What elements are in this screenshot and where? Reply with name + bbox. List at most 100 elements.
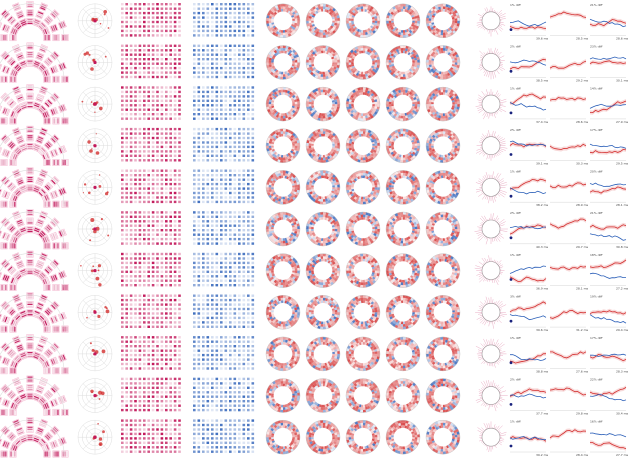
heatmap-cell xyxy=(229,62,232,65)
tile-band xyxy=(44,60,50,66)
heatmap-cell xyxy=(242,200,246,204)
ring-segment xyxy=(440,157,443,161)
heatmap-cell xyxy=(178,44,181,47)
burst-ray xyxy=(488,130,490,137)
tile-band xyxy=(27,185,33,187)
ring-segment xyxy=(269,66,273,70)
heatmap-cell xyxy=(220,150,223,153)
ring-segment xyxy=(330,13,334,17)
heatmap-cell xyxy=(220,141,223,144)
tile-band xyxy=(34,61,40,65)
ring-segment xyxy=(297,187,300,191)
ring-segment xyxy=(457,104,460,107)
heatmap-cell xyxy=(202,191,205,195)
spectrogram-tile xyxy=(13,63,23,73)
heatmap-cell xyxy=(121,200,124,204)
tile-band xyxy=(66,159,68,166)
ring-segment xyxy=(386,62,389,66)
ring-segment xyxy=(358,32,361,35)
heatmap-cell xyxy=(242,44,246,47)
heatmap-cell xyxy=(224,53,228,56)
burst-ray xyxy=(488,174,490,179)
heatmap-cell xyxy=(156,150,159,153)
ring-segment xyxy=(426,142,429,146)
tile-band xyxy=(27,93,33,95)
heatmap-cell xyxy=(134,127,137,131)
ring-segment xyxy=(455,25,459,30)
heatmap-cell xyxy=(156,200,159,204)
heatmap-cell xyxy=(151,3,155,6)
heatmap-cell xyxy=(143,132,146,135)
heatmap-cell xyxy=(211,196,214,199)
heatmap-cell xyxy=(247,200,250,204)
heatmap-cell xyxy=(197,62,201,65)
ring-segment xyxy=(408,8,413,12)
spectrogram-tile xyxy=(57,61,67,72)
ring-segment xyxy=(269,55,273,59)
ring-segment xyxy=(284,9,288,12)
heatmap-cell xyxy=(143,44,146,47)
heatmap-cell xyxy=(206,108,210,111)
heatmap-cell xyxy=(134,174,137,177)
ring-segment xyxy=(360,199,363,202)
heatmap-cell xyxy=(197,191,201,195)
heatmap-cell xyxy=(193,132,196,135)
ring-segment xyxy=(452,18,455,21)
ring-segment xyxy=(407,7,411,11)
tile-band xyxy=(66,76,68,82)
ring-segment xyxy=(390,30,394,34)
tile-band xyxy=(58,64,63,70)
ring-segment xyxy=(374,184,378,188)
ring-segment xyxy=(437,28,440,32)
tile-band xyxy=(14,243,16,249)
ring-segment xyxy=(388,28,392,32)
ring-segment xyxy=(452,11,456,15)
tile-band xyxy=(36,14,42,19)
ring-segment xyxy=(365,6,368,10)
heatmap-cell xyxy=(229,86,232,89)
burst-ray xyxy=(499,23,506,26)
tile-band xyxy=(54,24,58,31)
ring-segment xyxy=(346,59,349,63)
heatmap-cell xyxy=(206,34,210,37)
heatmap-cell xyxy=(224,58,228,61)
ring-segment xyxy=(447,28,451,32)
heatmap-cell xyxy=(229,150,232,153)
ring-segment xyxy=(456,15,460,19)
heatmap-cell xyxy=(160,25,164,28)
polar-spoke xyxy=(94,62,108,75)
heatmap-cell xyxy=(229,34,232,37)
ring-segment xyxy=(308,104,312,107)
tile-frame xyxy=(6,56,17,67)
tile-band xyxy=(34,19,40,23)
ring-panel xyxy=(425,3,461,39)
ring-segment xyxy=(308,20,312,24)
heatmap-cell xyxy=(251,58,255,61)
heatmap-cell xyxy=(251,182,255,186)
heatmap-cell xyxy=(211,34,214,37)
polar-point xyxy=(99,22,102,25)
heatmap-cell xyxy=(165,20,168,24)
heatmap-cell xyxy=(156,16,159,19)
ring-segment xyxy=(285,76,289,80)
heatmap-cell xyxy=(206,75,210,79)
ring-segment xyxy=(307,25,311,30)
ring-segment xyxy=(428,145,432,149)
plot-xlabel: 27.9 ms xyxy=(616,120,629,124)
heatmap-cell xyxy=(215,29,219,33)
heatmap-cell xyxy=(178,178,181,181)
ring-segment xyxy=(288,8,293,12)
ring-segment xyxy=(336,23,340,27)
heatmap-cell xyxy=(233,169,237,172)
ring-segment xyxy=(357,4,361,8)
ring-segment xyxy=(327,31,331,35)
ring-segment xyxy=(288,71,293,75)
ring-segment xyxy=(431,22,435,25)
ring-segment xyxy=(355,7,359,11)
ring-panel xyxy=(305,128,341,163)
ring-segment xyxy=(310,71,314,76)
heatmap-cell xyxy=(242,86,246,89)
heatmap-cell xyxy=(147,132,150,135)
heatmap-cell xyxy=(193,53,196,56)
heatmap-cell xyxy=(156,11,159,15)
